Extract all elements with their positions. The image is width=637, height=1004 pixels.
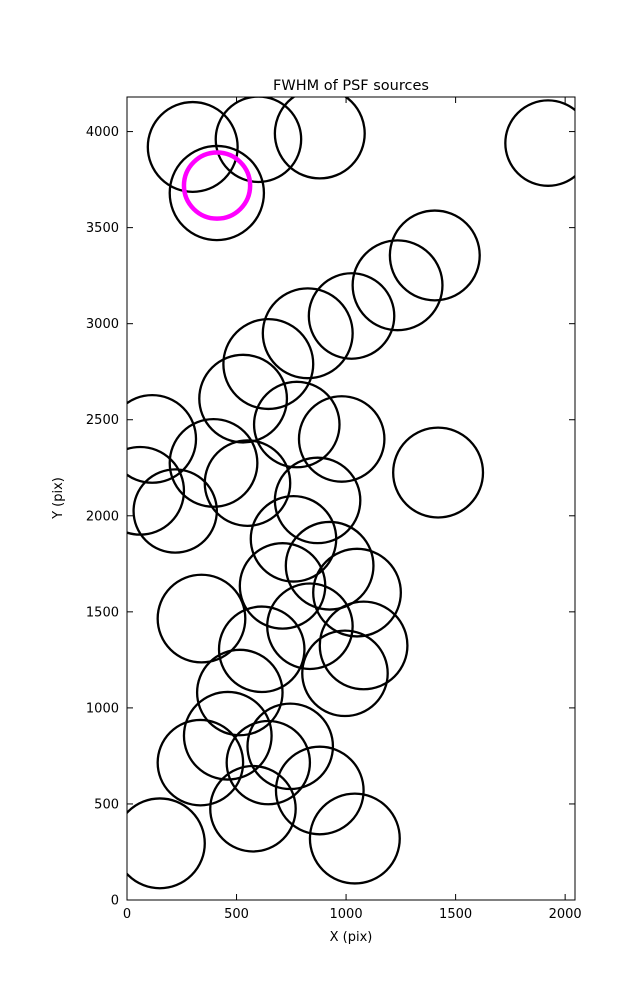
x-tick-label: 2000: [549, 907, 582, 922]
psf-circle: [252, 380, 341, 469]
psf-circle: [318, 600, 409, 691]
psf-circle: [261, 287, 354, 380]
y-axis-label: Y (pix): [51, 477, 66, 520]
psf-circle: [274, 745, 365, 836]
psf-circle: [297, 395, 386, 483]
psf-circle: [504, 99, 575, 187]
psf-circle: [168, 417, 259, 508]
psf-circle: [273, 97, 366, 180]
psf-circle: [214, 97, 303, 184]
x-axis-label: X (pix): [330, 930, 373, 945]
psf-circle: [127, 797, 206, 890]
psf-circle: [301, 629, 389, 718]
psf-circle: [198, 353, 289, 444]
psf-circle: [238, 542, 327, 630]
y-tick-label: 3500: [86, 221, 119, 236]
chart-title: FWHM of PSF sources: [273, 78, 429, 94]
psf-circle: [249, 494, 338, 583]
psf-circle: [392, 426, 485, 519]
psf-circle: [266, 582, 354, 671]
y-tick-label: 2000: [86, 509, 119, 524]
psf-circle: [308, 792, 401, 885]
psf-circle: [307, 272, 396, 360]
psf-circle: [195, 648, 284, 737]
y-tick-label: 3000: [86, 317, 119, 332]
y-tick-label: 1500: [86, 605, 119, 620]
x-tick-label: 500: [224, 907, 249, 922]
y-tick-label: 1000: [86, 701, 119, 716]
psf-circle: [284, 520, 375, 611]
psf-circle: [225, 719, 312, 806]
x-tick-label: 0: [123, 907, 131, 922]
x-tick-label: 1000: [330, 907, 363, 922]
psf-circle: [132, 468, 218, 554]
psf-circle: [222, 317, 315, 411]
psf-circles-layer: [127, 97, 575, 890]
psf-circle: [217, 605, 306, 694]
psf-circle: [209, 764, 297, 853]
psf-circle: [351, 239, 444, 332]
x-tick-label: 1500: [439, 907, 472, 922]
y-tick-label: 2500: [86, 413, 119, 428]
psf-circle: [182, 690, 273, 781]
psf-circle: [156, 718, 245, 807]
psf-circle: [312, 547, 402, 638]
psf-circle: [156, 573, 247, 664]
y-tick-label: 4000: [86, 125, 119, 140]
y-tick-label: 0: [111, 894, 119, 909]
highlighted-psf-circle: [181, 150, 253, 221]
psf-circle: [203, 439, 292, 528]
psf-circle: [388, 209, 481, 302]
axes-frame: [126, 96, 576, 901]
psf-circle: [127, 393, 198, 484]
psf-circle: [168, 144, 266, 242]
psf-circle: [146, 100, 239, 194]
axes-layer: 0 500 1000 1500 2000 0 500 1000 1500 2000 2500 3000…: [86, 96, 582, 922]
y-tick-label: 500: [94, 797, 119, 812]
